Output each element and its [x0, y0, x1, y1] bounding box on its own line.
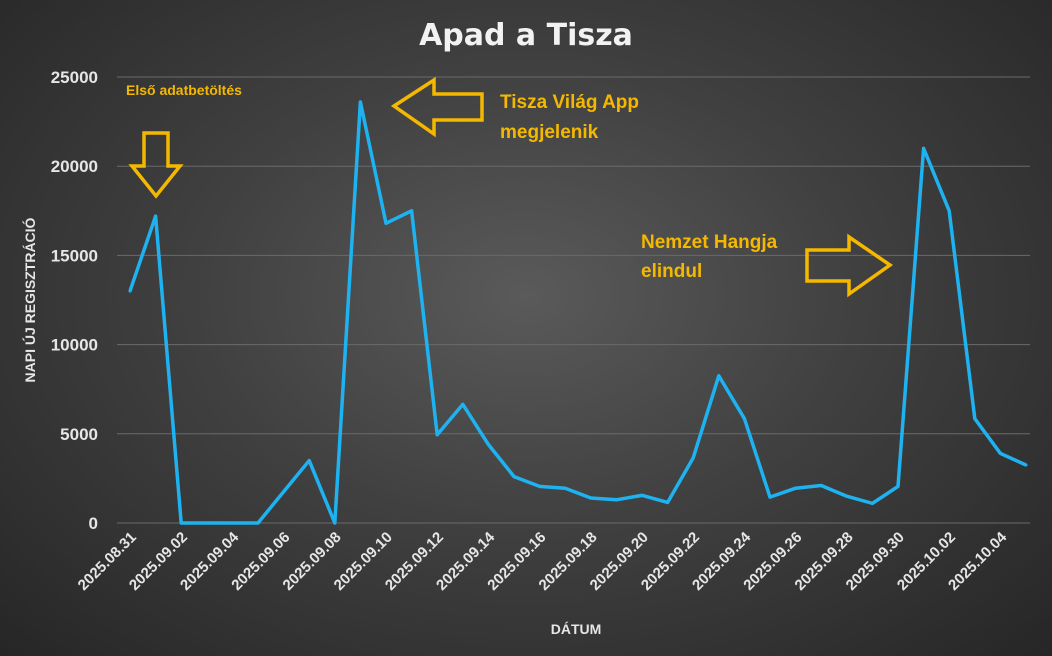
data-point: [512, 475, 516, 479]
annotation-app-line2: megjelenik: [500, 122, 599, 143]
data-point: [947, 209, 951, 213]
data-point: [282, 490, 286, 494]
data-point: [768, 495, 772, 499]
data-point: [973, 417, 977, 421]
annotation-first-load: Első adatbetöltés: [126, 82, 242, 98]
series-line: [128, 100, 1027, 525]
data-point: [691, 456, 695, 460]
data-point: [435, 433, 439, 437]
data-point: [640, 493, 644, 497]
data-point: [998, 451, 1002, 455]
y-tick-label: 15000: [51, 246, 98, 265]
data-point: [819, 484, 823, 488]
data-point: [870, 501, 874, 505]
data-point: [614, 498, 618, 502]
y-tick-label: 10000: [51, 336, 98, 355]
data-point: [1024, 463, 1028, 467]
y-axis-ticks: 0 5000 10000 15000 20000 25000: [51, 68, 98, 533]
data-point: [666, 500, 670, 504]
data-point: [179, 521, 183, 525]
x-axis-label: DÁTUM: [551, 621, 602, 637]
gridlines: [117, 76, 1030, 524]
annotation-nemzet-line1: Nemzet Hangja: [641, 232, 778, 253]
data-point: [794, 486, 798, 490]
data-point: [486, 443, 490, 447]
data-point: [384, 221, 388, 225]
series-line-group: [128, 100, 1028, 525]
y-tick-label: 5000: [60, 425, 98, 444]
data-point: [128, 289, 132, 293]
annotation-app-line1: Tisza Világ App: [500, 92, 639, 113]
annotation-nemzet-line2: elindul: [641, 261, 702, 282]
data-point: [205, 521, 209, 525]
data-point: [563, 486, 567, 490]
y-tick-label: 25000: [51, 68, 98, 87]
annotations: Első adatbetöltés Tisza Világ App megjel…: [126, 76, 894, 298]
data-point: [589, 496, 593, 500]
data-point: [717, 374, 721, 378]
data-point: [410, 209, 414, 213]
y-axis-label: NAPI ÚJ REGISZTRÁCIÓ: [21, 217, 38, 382]
data-point: [230, 521, 234, 525]
data-point: [742, 417, 746, 421]
data-point: [307, 459, 311, 463]
data-point: [333, 521, 337, 525]
data-point: [896, 484, 900, 488]
y-tick-label: 0: [89, 514, 98, 533]
chart-title: Apad a Tisza: [419, 18, 633, 53]
right-arrow-icon: [805, 233, 894, 298]
data-point: [358, 100, 362, 104]
data-point: [461, 402, 465, 406]
data-point: [922, 146, 926, 150]
data-point: [538, 484, 542, 488]
data-point: [256, 521, 260, 525]
y-tick-label: 20000: [51, 157, 98, 176]
data-point: [154, 214, 158, 218]
left-arrow-icon: [390, 76, 484, 138]
x-axis-ticks: 2025.08.312025.09.022025.09.042025.09.06…: [75, 528, 1011, 594]
data-point: [845, 494, 849, 498]
down-arrow-icon: [128, 131, 184, 199]
